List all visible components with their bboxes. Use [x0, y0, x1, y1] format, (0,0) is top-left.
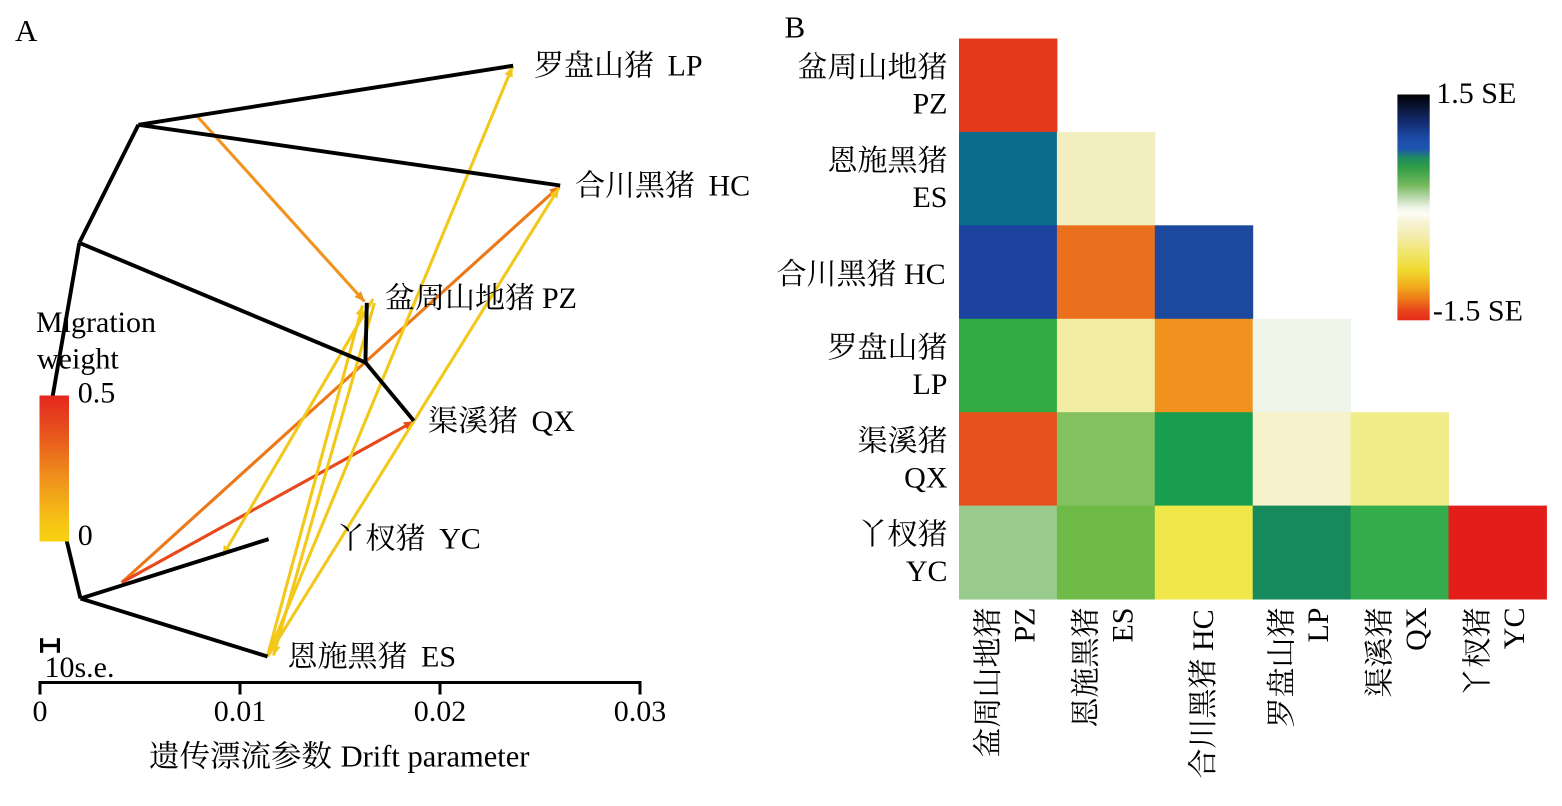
svg-text:0.02: 0.02	[414, 695, 467, 728]
svg-text:ES: ES	[912, 181, 947, 214]
svg-text:Migration: Migration	[36, 306, 156, 339]
svg-text:QX: QX	[904, 461, 948, 494]
svg-text:PZ: PZ	[1009, 608, 1042, 643]
svg-text:LP: LP	[668, 50, 703, 83]
svg-text:0.5: 0.5	[78, 377, 116, 410]
svg-text:A: A	[15, 13, 38, 48]
svg-text:HC: HC	[904, 258, 946, 291]
svg-text:ES: ES	[1106, 608, 1139, 643]
svg-text:10s.e.: 10s.e.	[45, 651, 115, 684]
svg-text:0.01: 0.01	[214, 695, 267, 728]
svg-text:PZ: PZ	[912, 88, 947, 121]
svg-text:QX: QX	[1400, 607, 1433, 651]
svg-text:LP: LP	[1302, 608, 1335, 643]
svg-text:HC: HC	[1187, 609, 1220, 651]
svg-text:QX: QX	[532, 405, 576, 438]
svg-text:B: B	[785, 10, 806, 45]
svg-text:1.5 SE: 1.5 SE	[1436, 77, 1516, 110]
svg-text:YC: YC	[906, 555, 948, 588]
svg-text:0.03: 0.03	[614, 695, 667, 728]
svg-text:weight: weight	[37, 343, 119, 376]
svg-text:YC: YC	[439, 523, 481, 556]
svg-text:ES: ES	[421, 641, 456, 674]
svg-text:0: 0	[33, 695, 48, 728]
svg-text:YC: YC	[1498, 608, 1531, 650]
svg-text:LP: LP	[912, 368, 947, 401]
svg-text:0: 0	[78, 519, 93, 552]
svg-text:HC: HC	[709, 170, 751, 203]
svg-text:PZ: PZ	[542, 282, 577, 315]
svg-text:Drift parameter: Drift parameter	[341, 740, 530, 774]
svg-text:-1.5 SE: -1.5 SE	[1433, 294, 1523, 327]
